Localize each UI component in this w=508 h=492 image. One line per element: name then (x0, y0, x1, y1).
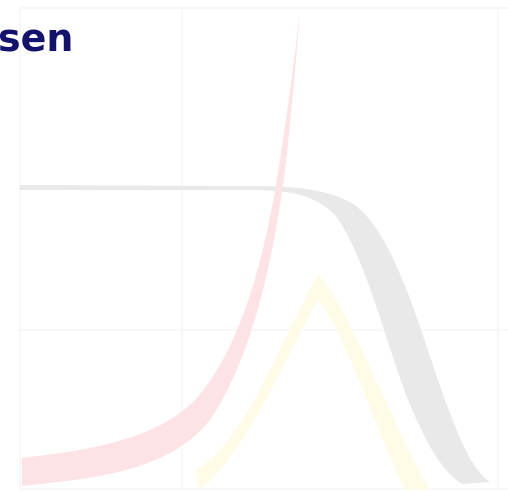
pink-curve-band (22, 12, 300, 486)
background-grid (19, 7, 508, 490)
slide-title: sen (0, 16, 74, 60)
yellow-curve-band (195, 275, 430, 490)
gray-curve-band (20, 185, 490, 484)
